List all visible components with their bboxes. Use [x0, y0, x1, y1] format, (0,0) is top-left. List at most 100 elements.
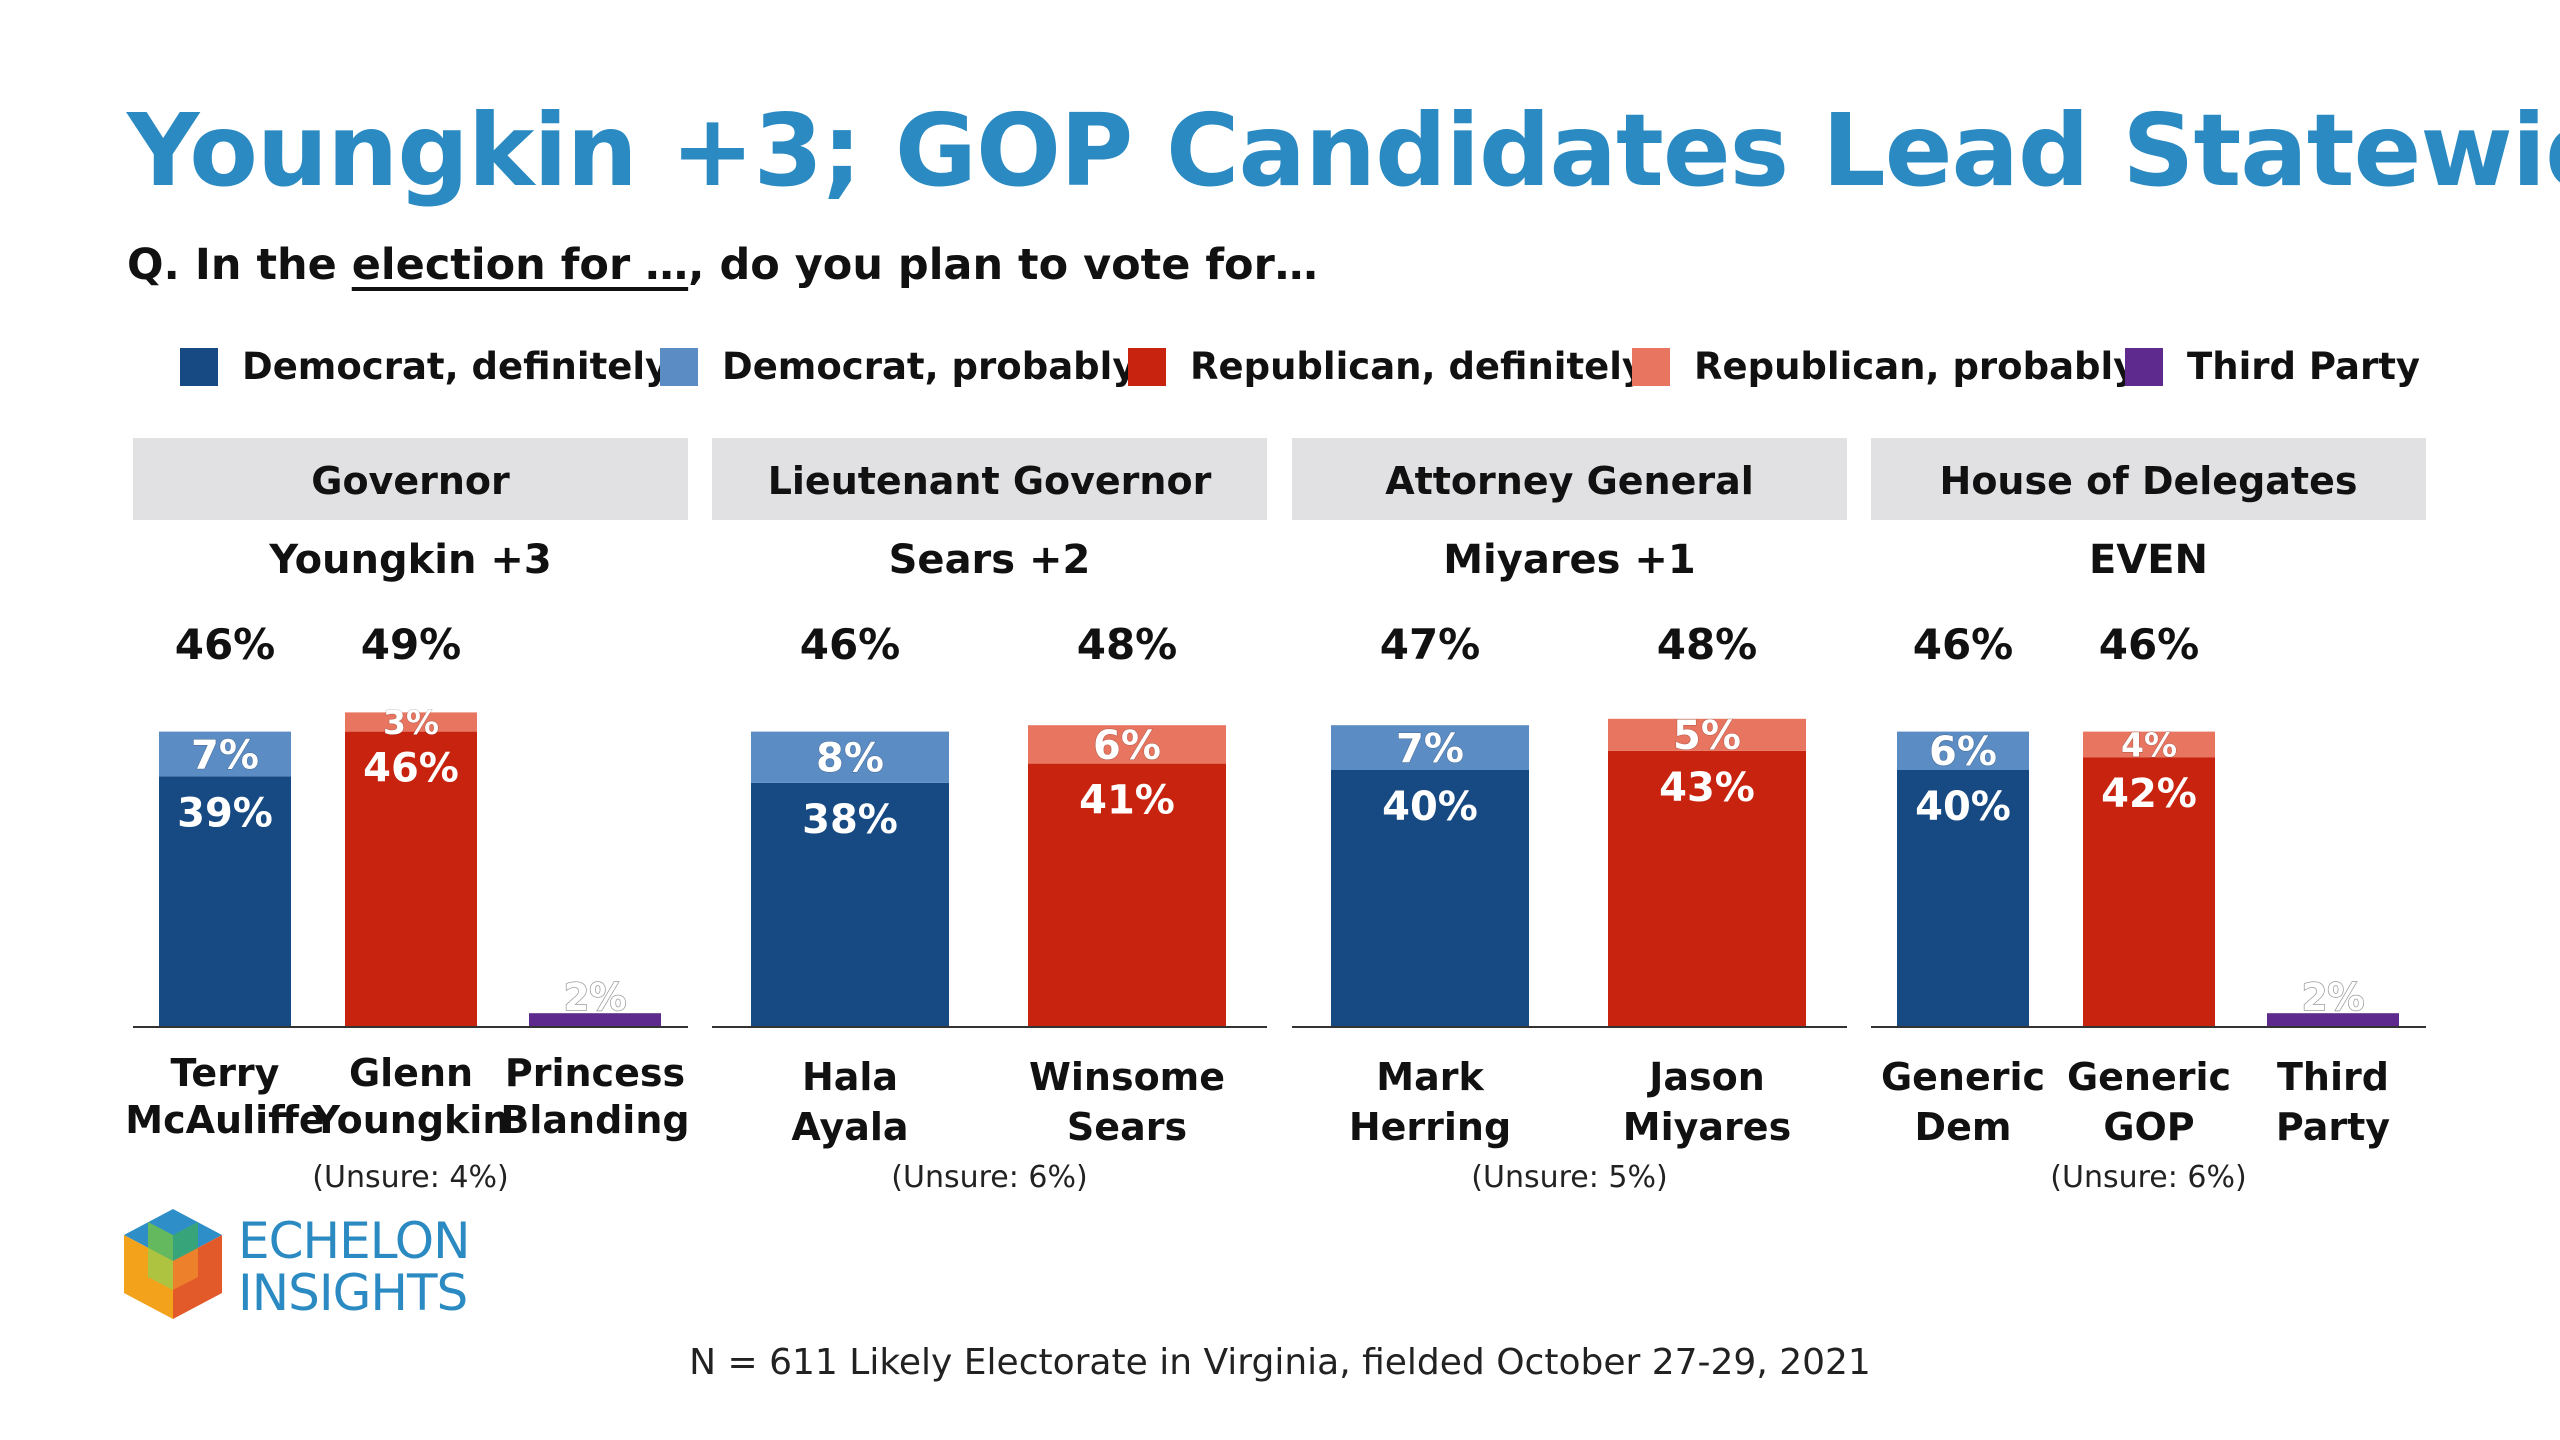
page-title: Youngkin +3; GOP Candidates Lead Statewi…	[127, 92, 2560, 209]
candidate-name-line-2: Herring	[1349, 1105, 1511, 1149]
bar-democrat-definitely	[159, 776, 291, 1026]
data-label-definitely: 38%	[802, 797, 898, 843]
data-label-definitely: 41%	[1079, 778, 1175, 824]
candidate-name-line-1: Generic	[1881, 1055, 2045, 1099]
data-label-probably: 8%	[816, 736, 884, 782]
candidate-name-line-1: Generic	[2067, 1055, 2231, 1099]
data-label-third-party: 2%	[2302, 976, 2365, 1019]
candidate-name-line-2: McAuliffe	[125, 1098, 324, 1142]
bar-democrat-definitely	[751, 782, 949, 1026]
bar-democrat-probably	[159, 731, 291, 777]
data-label-total: 46%	[800, 620, 901, 669]
bar-democrat-definitely	[1331, 770, 1529, 1026]
logo-text: ECHELON INSIGHTS	[238, 1212, 471, 1322]
candidate-name-line-1: Glenn	[349, 1051, 473, 1095]
data-label-third-party: 2%	[564, 976, 627, 1019]
question-prefix: Q. In the	[127, 240, 352, 290]
bar-republican-probably	[1028, 725, 1226, 764]
panel-header-bg	[712, 438, 1267, 520]
legend-label: Republican, definitely	[1190, 345, 1647, 388]
data-label-probably: 7%	[191, 732, 259, 778]
bar-republican-probably	[2083, 731, 2215, 758]
panel-title: Lieutenant Governor	[768, 459, 1212, 503]
bar-republican-definitely	[2083, 757, 2215, 1026]
data-label-probably: 4%	[2121, 725, 2177, 764]
logo-line-1: ECHELON	[238, 1212, 471, 1270]
data-label-probably: 5%	[1673, 713, 1741, 759]
panel-subtitle: Sears +2	[889, 537, 1091, 583]
unsure-note: (Unsure: 6%)	[2050, 1160, 2246, 1195]
candidate-name-line-1: Third	[2277, 1055, 2389, 1099]
panel-title: Attorney General	[1385, 459, 1754, 503]
unsure-note: (Unsure: 4%)	[312, 1160, 508, 1195]
legend-label: Democrat, probably	[722, 345, 1137, 388]
legend-item-democrat-probably: Democrat, probably	[660, 345, 1136, 388]
legend-swatch-democrat-definitely	[180, 347, 218, 386]
candidate-name-line-1: Princess	[505, 1051, 685, 1095]
legend-item-third-party: Third Party	[2125, 345, 2420, 388]
legend-swatch-republican-definitely	[1128, 347, 1166, 386]
candidate-name-line-2: Party	[2276, 1105, 2390, 1149]
candidate-name-line-1: Mark	[1376, 1055, 1484, 1099]
panel-subtitle: Youngkin +3	[268, 537, 551, 583]
candidate-name-line-2: GOP	[2103, 1105, 2194, 1149]
legend-swatch-third-party	[2125, 347, 2163, 386]
panel-header-bg	[133, 438, 688, 520]
candidate-name-line-1: Winsome	[1029, 1055, 1225, 1099]
candidate-name-line-1: Hala	[802, 1055, 898, 1099]
panel-header-bg	[1292, 438, 1847, 520]
panel-subtitle: Miyares +1	[1443, 537, 1696, 583]
bar-democrat-definitely	[1897, 770, 2029, 1026]
legend: Democrat, definitely Democrat, probably …	[0, 345, 2560, 401]
candidate-name-line-2: Sears	[1067, 1105, 1187, 1149]
legend-label: Third Party	[2187, 345, 2421, 388]
legend-label: Democrat, definitely	[242, 345, 670, 388]
bar-third-party	[529, 1013, 661, 1026]
bar-republican-probably	[345, 712, 477, 732]
data-label-definitely: 43%	[1659, 765, 1755, 811]
panel-title: Governor	[311, 459, 510, 503]
data-label-total: 46%	[2099, 620, 2200, 669]
data-label-total: 46%	[175, 620, 276, 669]
logo-line-2: INSIGHTS	[238, 1264, 468, 1322]
data-label-definitely: 46%	[363, 746, 459, 792]
data-label-total: 49%	[361, 620, 462, 669]
question-suffix: , do you plan to vote for…	[688, 240, 1318, 290]
legend-item-republican-probably: Republican, probably	[1632, 345, 2137, 388]
bar-democrat-probably	[1897, 731, 2029, 770]
question-underlined: election for …	[351, 240, 689, 290]
bar-republican-definitely	[345, 731, 477, 1026]
candidate-name-line-2: Miyares	[1623, 1105, 1791, 1149]
legend-swatch-republican-probably	[1632, 347, 1670, 386]
bar-third-party	[2267, 1013, 2399, 1026]
candidate-name-line-2: Dem	[1915, 1105, 2012, 1149]
candidate-name-line-2: Ayala	[791, 1105, 908, 1149]
unsure-note: (Unsure: 5%)	[1471, 1160, 1667, 1195]
candidate-name-line-2: Blanding	[500, 1098, 689, 1142]
data-label-probably: 7%	[1396, 726, 1464, 772]
panel-title: House of Delegates	[1940, 459, 2358, 503]
legend-item-democrat-definitely: Democrat, definitely	[180, 345, 669, 388]
bar-democrat-probably	[751, 731, 949, 783]
candidate-name-line-2: Youngkin	[312, 1098, 510, 1142]
data-label-definitely: 42%	[2101, 771, 2197, 817]
data-label-probably: 6%	[1929, 729, 1997, 775]
data-label-definitely: 39%	[177, 790, 273, 836]
legend-label: Republican, probably	[1694, 345, 2138, 388]
data-label-total: 48%	[1657, 620, 1758, 669]
legend-swatch-democrat-probably	[660, 347, 698, 386]
data-label-definitely: 40%	[1915, 784, 2011, 830]
bar-republican-definitely	[1028, 763, 1226, 1026]
panel-subtitle: EVEN	[2089, 537, 2208, 583]
data-label-definitely: 40%	[1382, 784, 1478, 830]
legend-item-republican-definitely: Republican, definitely	[1128, 345, 1646, 388]
unsure-note: (Unsure: 6%)	[891, 1160, 1087, 1195]
data-label-total: 48%	[1077, 620, 1178, 669]
data-label-total: 46%	[1913, 620, 2014, 669]
bar-republican-definitely	[1608, 750, 1806, 1026]
bar-democrat-probably	[1331, 725, 1529, 770]
question-text: Q. In the election for …, do you plan to…	[127, 240, 1318, 290]
data-label-probably: 3%	[383, 703, 439, 742]
footnote: N = 611 Likely Electorate in Virginia, f…	[689, 1342, 1871, 1383]
